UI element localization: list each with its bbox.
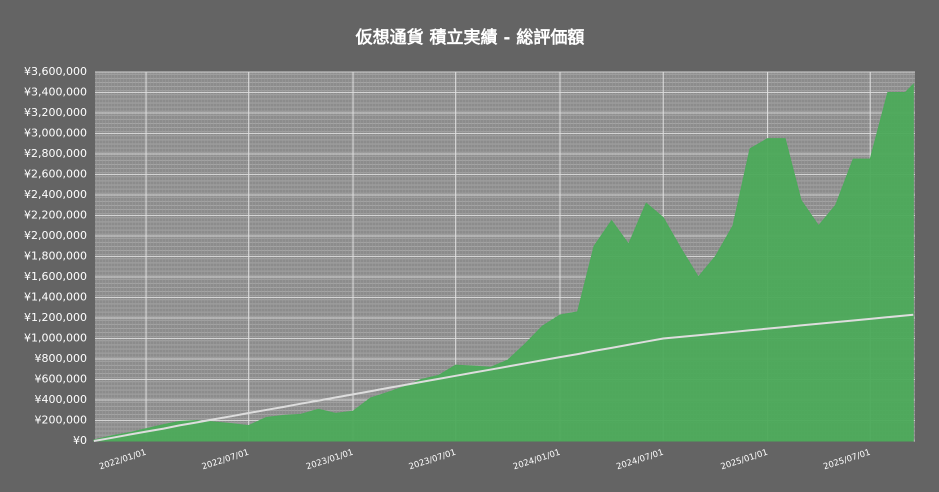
y-tick-label: ¥1,600,000	[24, 270, 87, 283]
y-tick-label: ¥2,800,000	[24, 147, 87, 160]
y-tick-label: ¥1,000,000	[24, 332, 87, 345]
labels: ¥0 ¥200,000 ¥400,000 ¥600,000 ¥800,000 ¥1,000…	[24, 65, 872, 472]
y-tick-label: ¥2,600,000	[24, 168, 87, 181]
area	[93, 83, 914, 442]
y-tick-label: ¥600,000	[35, 373, 88, 386]
y-tick-label: ¥800,000	[35, 352, 88, 365]
y-tick-label: ¥2,000,000	[24, 229, 87, 242]
y-tick-label: ¥0	[73, 434, 87, 447]
y-tick-label: ¥3,200,000	[24, 106, 87, 119]
y-tick-label: ¥1,800,000	[24, 250, 87, 263]
y-tick-label: ¥2,200,000	[24, 209, 87, 222]
y-tick-label: ¥200,000	[35, 414, 88, 427]
y-tick-label: ¥3,000,000	[24, 127, 87, 140]
y-tick-label: ¥1,200,000	[24, 311, 87, 324]
chart-title: 仮想通貨 積立実績 - 総評価額	[355, 27, 585, 48]
y-tick-label: ¥1,400,000	[24, 291, 87, 304]
y-tick-label: ¥400,000	[35, 393, 88, 406]
y-tick-label: ¥3,400,000	[24, 86, 87, 99]
marks	[93, 83, 914, 442]
y-tick-label: ¥2,400,000	[24, 188, 87, 201]
line	[93, 313, 914, 442]
y-tick-label: ¥3,600,000	[24, 65, 87, 78]
